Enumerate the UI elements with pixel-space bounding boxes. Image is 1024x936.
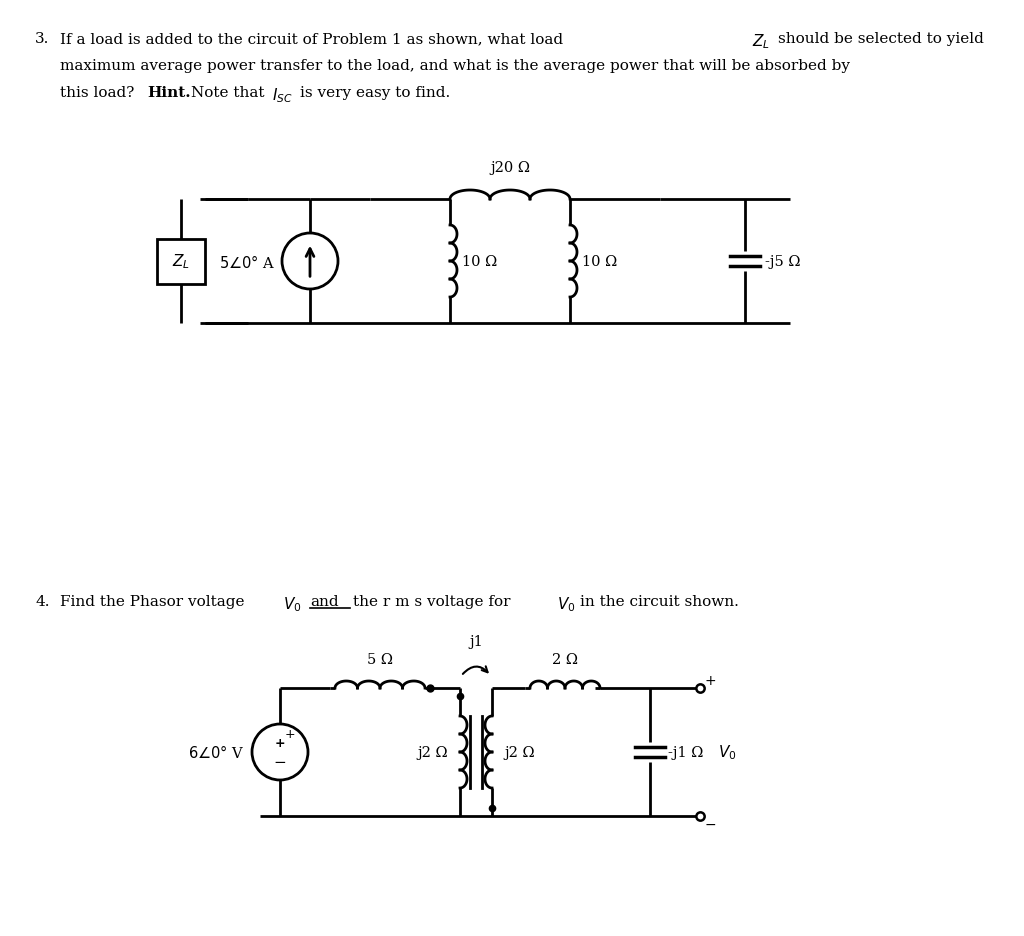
Text: $Z_L$: $Z_L$ [752, 32, 770, 51]
Text: If a load is added to the circuit of Problem 1 as shown, what load: If a load is added to the circuit of Pro… [60, 32, 568, 46]
Text: 3.: 3. [35, 32, 49, 46]
Text: 10 Ω: 10 Ω [582, 255, 617, 269]
Text: Hint.: Hint. [147, 86, 190, 100]
Text: -j5 Ω: -j5 Ω [765, 255, 801, 269]
Bar [157, 240, 205, 285]
Text: 5 Ω: 5 Ω [367, 652, 393, 666]
Text: $V_0$: $V_0$ [283, 594, 301, 613]
Text: j1: j1 [469, 635, 483, 649]
Text: $V_0$: $V_0$ [718, 743, 736, 762]
Text: the r m s voltage for: the r m s voltage for [353, 594, 515, 608]
Text: is very easy to find.: is very easy to find. [300, 86, 451, 100]
Text: +: + [274, 737, 286, 750]
Text: this load?: this load? [60, 86, 139, 100]
Text: in the circuit shown.: in the circuit shown. [580, 594, 739, 608]
Text: 4.: 4. [35, 594, 49, 608]
Text: $Z_L$: $Z_L$ [172, 253, 190, 271]
Text: j20 Ω: j20 Ω [490, 161, 530, 175]
Text: Find the Phasor voltage: Find the Phasor voltage [60, 594, 250, 608]
Text: Note that: Note that [191, 86, 269, 100]
Text: −: − [273, 754, 287, 769]
Text: j2 Ω: j2 Ω [418, 745, 449, 759]
Text: 2 Ω: 2 Ω [552, 652, 578, 666]
Text: and: and [310, 594, 339, 608]
Text: 10 Ω: 10 Ω [462, 255, 498, 269]
Text: +: + [705, 673, 717, 687]
Text: −: − [705, 817, 717, 831]
Text: $I_{SC}$: $I_{SC}$ [272, 86, 293, 105]
Text: +: + [285, 727, 296, 740]
Text: $5\angle0°$ A: $5\angle0°$ A [218, 254, 275, 271]
Text: j2 Ω: j2 Ω [504, 745, 535, 759]
Text: $V_0$: $V_0$ [557, 594, 575, 613]
Text: $6\angle0°$ V: $6\angle0°$ V [187, 744, 244, 761]
Text: maximum average power transfer to the load, and what is the average power that w: maximum average power transfer to the lo… [60, 59, 850, 73]
Text: should be selected to yield: should be selected to yield [778, 32, 984, 46]
Text: -j1 Ω: -j1 Ω [668, 745, 703, 759]
